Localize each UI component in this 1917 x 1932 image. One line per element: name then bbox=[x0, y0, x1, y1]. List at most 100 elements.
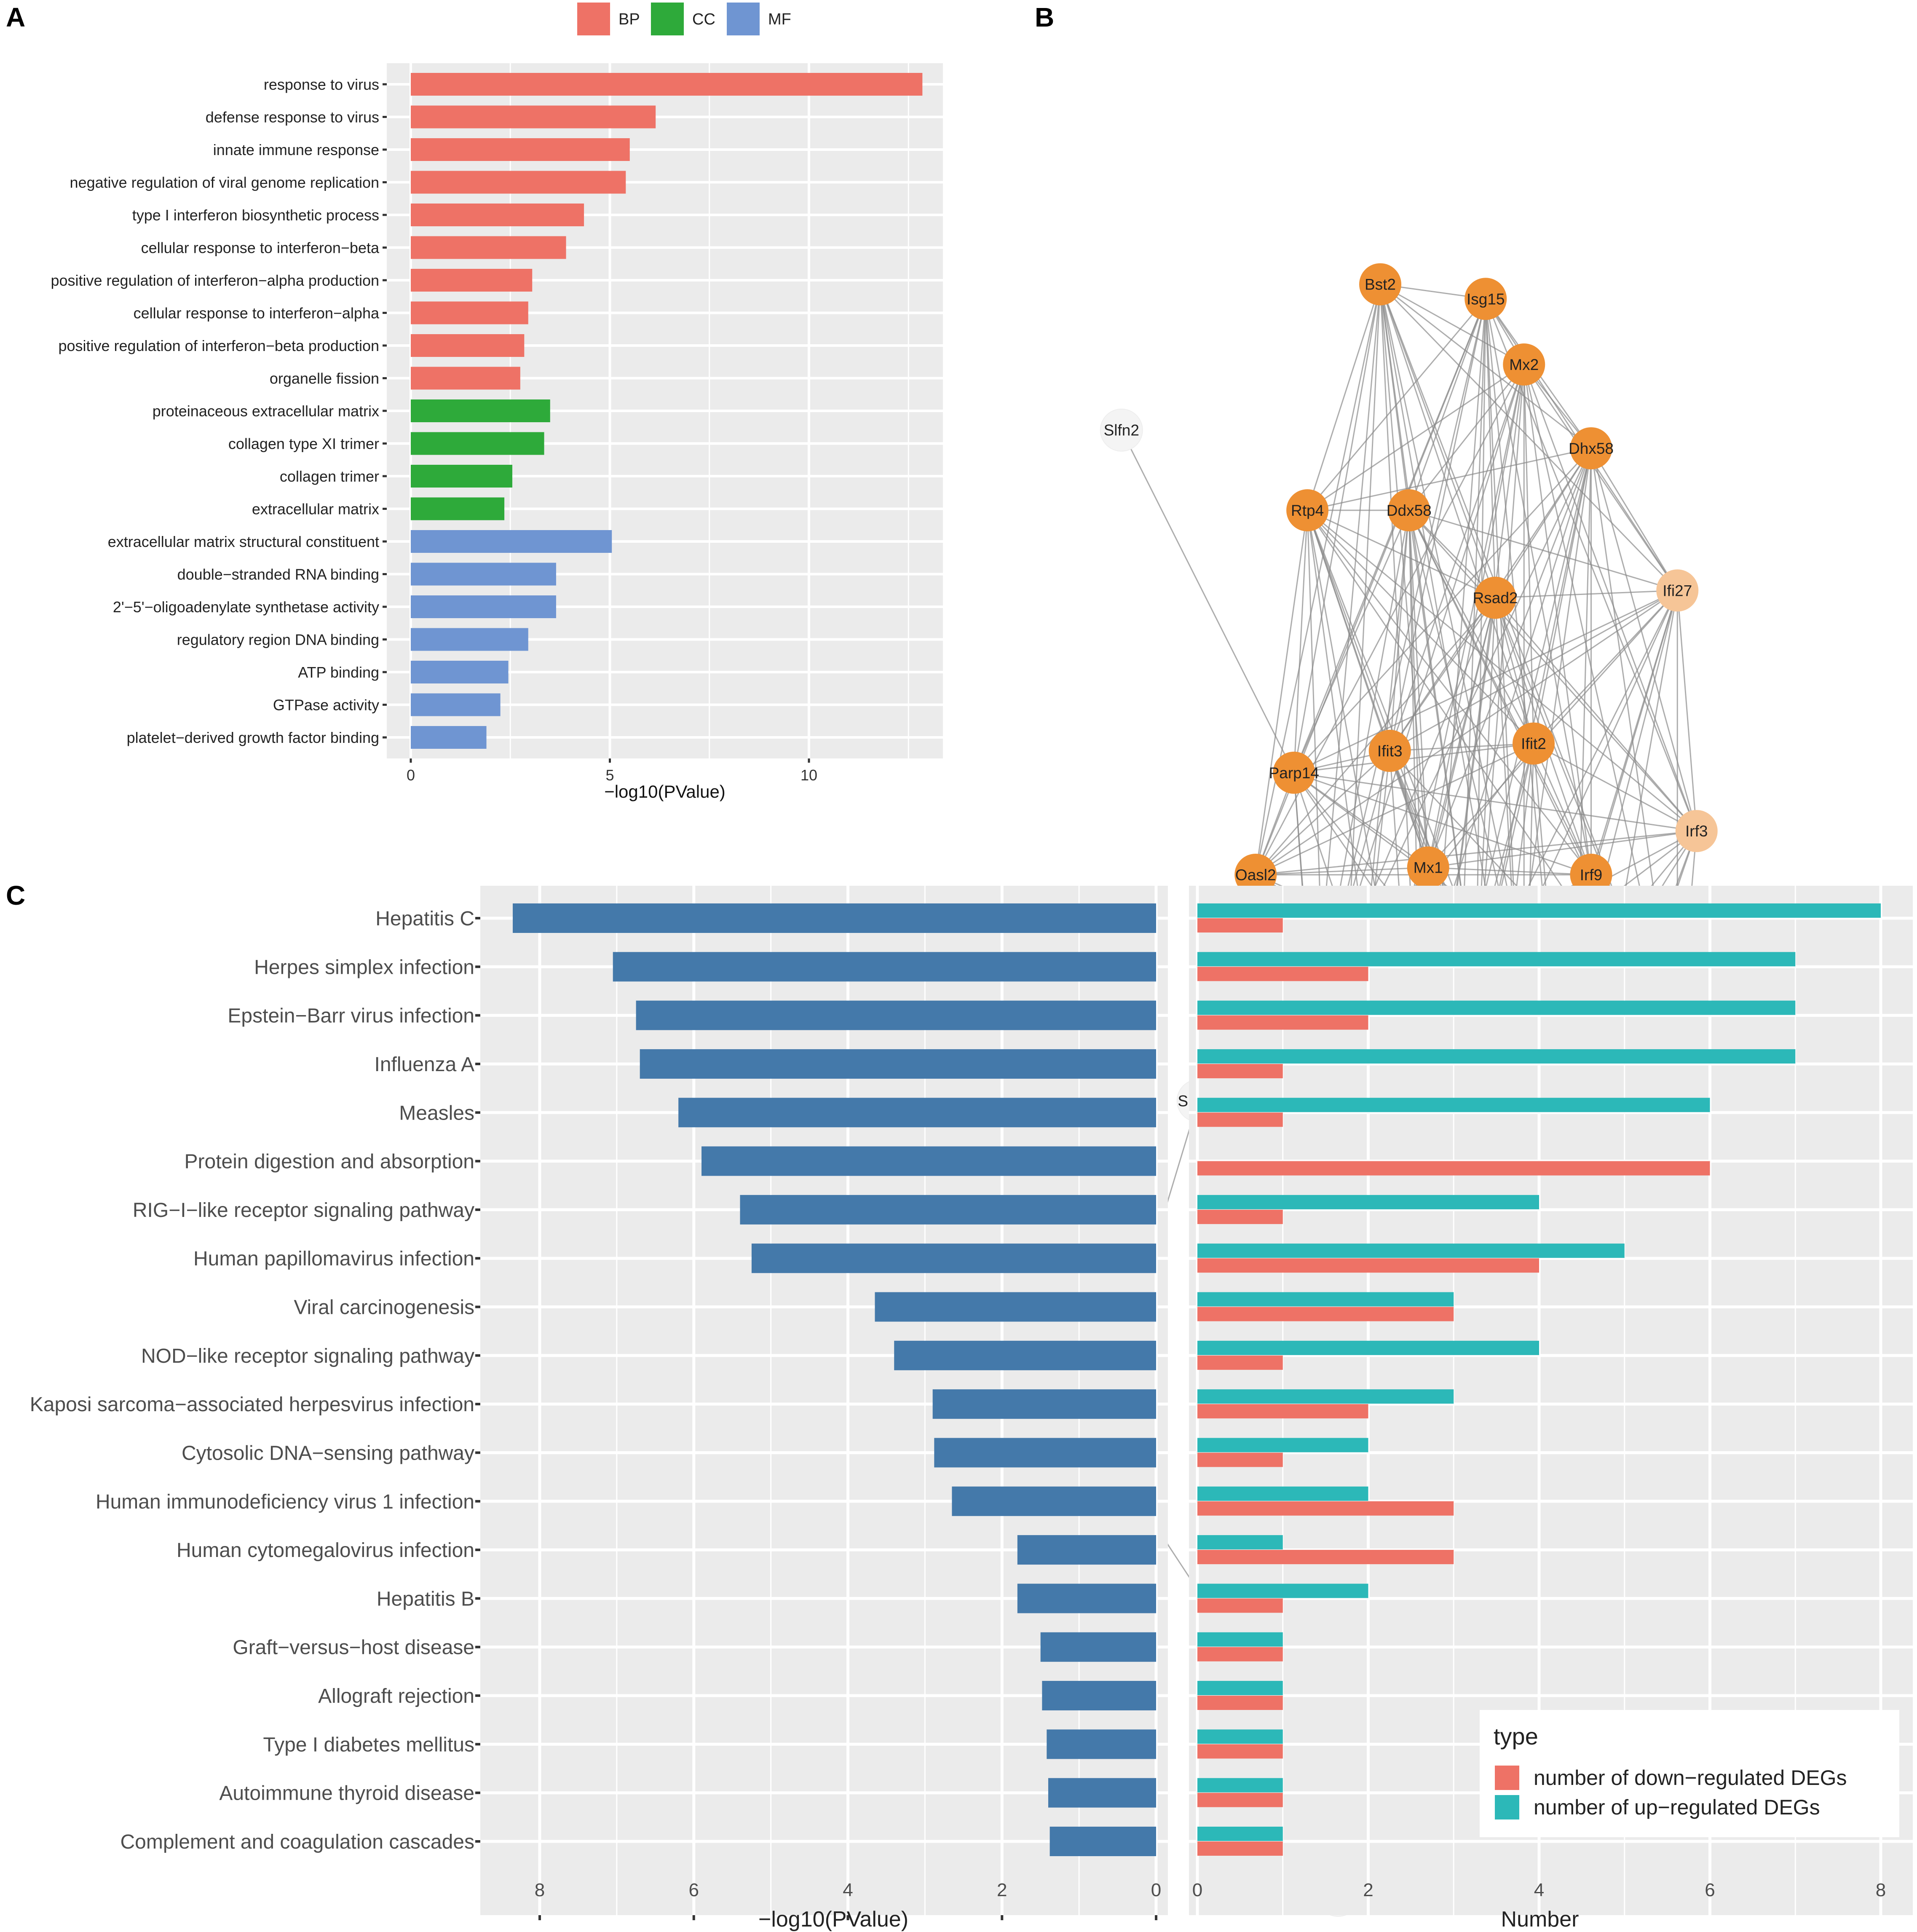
bar-a bbox=[411, 432, 544, 455]
bar-c-pvalue bbox=[512, 903, 1156, 933]
category-label-c: Human cytomegalovirus infection bbox=[177, 1539, 474, 1562]
bar-c-pvalue bbox=[1050, 1827, 1156, 1856]
x-axis-title-a: −log10(PValue) bbox=[604, 782, 726, 801]
node-bst2 bbox=[1359, 263, 1401, 305]
node-irf3 bbox=[1675, 810, 1718, 852]
legend-label-mf: MF bbox=[768, 11, 791, 28]
bar-a bbox=[411, 563, 556, 586]
bar-c-pvalue bbox=[613, 952, 1156, 982]
bar-c-down bbox=[1197, 1355, 1283, 1370]
network-edge bbox=[1255, 510, 1308, 875]
bar-c-down bbox=[1197, 1307, 1454, 1321]
x-axis-title-c-right: Number bbox=[1501, 1907, 1579, 1932]
network-edge bbox=[1293, 284, 1381, 773]
node-ifi27 bbox=[1656, 569, 1699, 612]
network-edge bbox=[1428, 830, 1697, 868]
bar-c-up bbox=[1197, 1000, 1796, 1015]
bar-c-pvalue bbox=[894, 1340, 1156, 1370]
bar-c-down bbox=[1197, 1015, 1368, 1030]
network-edge bbox=[1121, 430, 1295, 773]
bar-c-pvalue bbox=[701, 1146, 1156, 1176]
legend-key-down bbox=[1495, 1766, 1519, 1790]
bar-a bbox=[411, 236, 566, 259]
network-edge bbox=[1485, 299, 1496, 598]
network-edge bbox=[1494, 597, 1697, 832]
category-label-a: innate immune response bbox=[213, 141, 379, 158]
network-edge bbox=[1408, 509, 1678, 591]
legend-key-up bbox=[1495, 1795, 1519, 1819]
bar-c-up bbox=[1197, 903, 1881, 918]
bar-a bbox=[411, 661, 509, 683]
network-edge bbox=[1494, 598, 1534, 744]
category-label-c: Kaposi sarcoma−associated herpesvirus in… bbox=[30, 1393, 474, 1416]
network-edge bbox=[1256, 867, 1428, 876]
node-label-ddx58: Ddx58 bbox=[1387, 502, 1432, 519]
network-edge bbox=[1379, 284, 1496, 598]
network-edge bbox=[1485, 299, 1592, 875]
bar-c-down bbox=[1197, 1793, 1283, 1807]
node-dhx58 bbox=[1570, 427, 1612, 469]
x-tick-label-a: 5 bbox=[605, 766, 614, 784]
bar-a bbox=[411, 693, 501, 716]
bar-c-up bbox=[1197, 1681, 1283, 1696]
network-edge bbox=[1389, 510, 1410, 751]
network-edge bbox=[1495, 590, 1678, 599]
category-label-a: defense response to virus bbox=[206, 109, 379, 126]
legend-box-c bbox=[1480, 1710, 1899, 1837]
legend-label-cc: CC bbox=[692, 11, 715, 28]
category-label-c: Type I diabetes mellitus bbox=[263, 1734, 474, 1756]
bar-a bbox=[411, 334, 525, 357]
bar-c-up bbox=[1197, 1729, 1283, 1744]
bar-c-pvalue bbox=[1017, 1535, 1156, 1565]
legend-title-c: type bbox=[1494, 1723, 1538, 1750]
bar-c-up bbox=[1197, 1584, 1368, 1598]
node-label-rsad2: Rsad2 bbox=[1473, 590, 1518, 607]
bar-c-down bbox=[1197, 1064, 1283, 1078]
node-oasl2 bbox=[1234, 854, 1277, 896]
node-rtp4 bbox=[1286, 489, 1329, 531]
x-tick-label-c-right: 0 bbox=[1192, 1880, 1202, 1900]
bar-c-down bbox=[1197, 1550, 1454, 1565]
category-label-a: ATP binding bbox=[298, 664, 379, 681]
category-label-c: Hepatitis B bbox=[377, 1588, 474, 1610]
network-edge bbox=[1293, 772, 1591, 876]
bar-c-pvalue bbox=[636, 1000, 1156, 1030]
node-parp14 bbox=[1273, 751, 1315, 794]
node-ddx58 bbox=[1388, 489, 1430, 531]
bar-c-down bbox=[1197, 967, 1368, 981]
bar-c-pvalue bbox=[1048, 1778, 1156, 1808]
network-edge bbox=[1533, 590, 1678, 744]
category-label-c: Complement and coagulation cascades bbox=[120, 1831, 474, 1853]
panel-label-a: A bbox=[6, 2, 26, 32]
node-irf9 bbox=[1570, 854, 1612, 896]
x-tick-label-a: 10 bbox=[801, 766, 817, 784]
bar-c-down bbox=[1197, 1696, 1283, 1710]
bar-c-up bbox=[1197, 1195, 1539, 1209]
network-edge bbox=[1307, 284, 1381, 511]
node-label-oasl2: Oasl2 bbox=[1235, 866, 1276, 884]
category-label-a: organelle fission bbox=[270, 370, 379, 387]
category-label-c: Allograft rejection bbox=[318, 1685, 474, 1707]
category-label-a: extracellular matrix bbox=[252, 501, 379, 518]
network-edge bbox=[1427, 590, 1678, 868]
category-label-c: Autoimmune thyroid disease bbox=[219, 1782, 474, 1805]
category-label-a: regulatory region DNA binding bbox=[177, 631, 379, 648]
network-edge bbox=[1307, 447, 1591, 511]
network-edge bbox=[1428, 867, 1591, 876]
bar-c-up bbox=[1197, 1292, 1454, 1307]
x-tick-label-a: 0 bbox=[407, 766, 415, 784]
bar-a bbox=[411, 269, 533, 292]
network-edge bbox=[1408, 364, 1525, 511]
bar-c-pvalue bbox=[932, 1389, 1156, 1419]
bar-c-pvalue bbox=[640, 1049, 1156, 1079]
network-edge bbox=[1533, 448, 1592, 744]
bar-a bbox=[411, 367, 520, 390]
network-edge bbox=[1307, 364, 1525, 511]
category-label-a: 2'−5'−oligoadenylate synthetase activity bbox=[113, 598, 379, 616]
network-edge bbox=[1255, 743, 1534, 876]
network-edge bbox=[1307, 509, 1697, 832]
network-edge bbox=[1523, 364, 1534, 744]
bar-c-pvalue bbox=[875, 1292, 1156, 1322]
legend-label-bp: BP bbox=[618, 11, 640, 28]
network-edge bbox=[1533, 743, 1697, 832]
